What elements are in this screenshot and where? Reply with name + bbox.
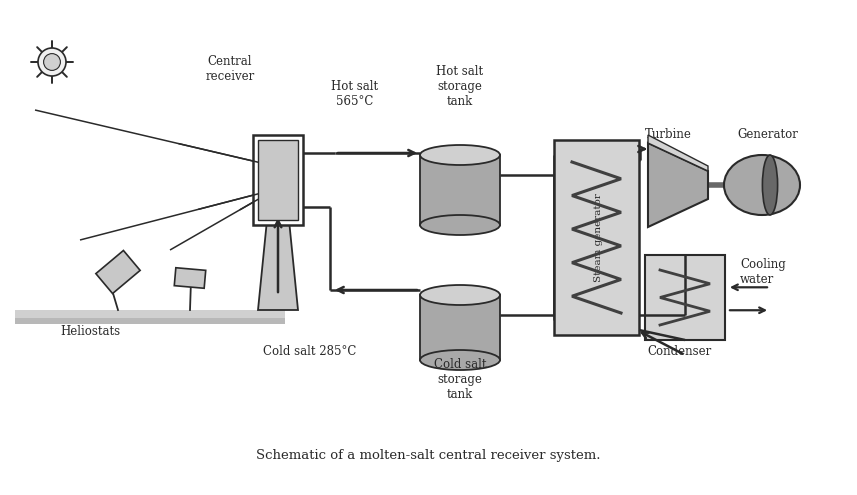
Polygon shape [648,143,708,227]
FancyBboxPatch shape [253,135,303,225]
Text: Condenser: Condenser [648,345,712,358]
Text: Steam generator: Steam generator [594,193,603,282]
Ellipse shape [763,155,777,215]
Ellipse shape [420,215,500,235]
Text: Central
receiver: Central receiver [206,55,255,83]
Text: Heliostats: Heliostats [60,325,120,338]
Ellipse shape [724,155,800,215]
Text: Generator: Generator [738,128,799,141]
FancyBboxPatch shape [258,140,298,220]
FancyBboxPatch shape [554,140,639,335]
Text: Turbine: Turbine [644,128,692,141]
FancyBboxPatch shape [645,255,725,340]
Text: Hot salt
565°C: Hot salt 565°C [332,80,379,108]
Ellipse shape [420,350,500,370]
FancyBboxPatch shape [420,295,500,360]
Text: Schematic of a molten-salt central receiver system.: Schematic of a molten-salt central recei… [255,448,600,461]
Circle shape [44,53,60,70]
Polygon shape [174,268,206,288]
Polygon shape [648,135,708,171]
Circle shape [38,48,66,76]
Text: Cold salt
storage
tank: Cold salt storage tank [434,358,486,401]
FancyBboxPatch shape [420,155,500,225]
FancyBboxPatch shape [15,310,285,320]
Polygon shape [96,250,141,294]
Text: Hot salt
storage
tank: Hot salt storage tank [436,65,483,108]
Ellipse shape [420,285,500,305]
Ellipse shape [420,145,500,165]
Polygon shape [258,210,298,310]
Text: Cold salt 285°C: Cold salt 285°C [263,345,357,358]
FancyBboxPatch shape [15,318,285,324]
Text: Cooling
water: Cooling water [740,258,786,286]
